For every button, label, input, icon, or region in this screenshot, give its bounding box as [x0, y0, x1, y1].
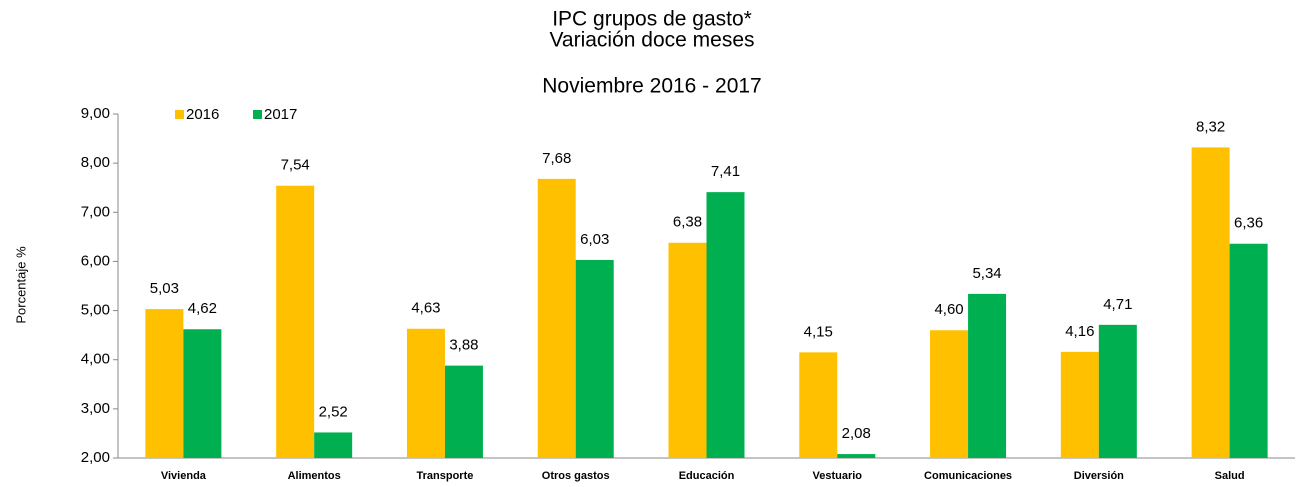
- chart-title: Noviembre 2016 - 2017: [542, 75, 761, 98]
- value-label: 4,63: [411, 300, 440, 317]
- value-label: 4,15: [804, 323, 833, 340]
- y-tick-label: 2,00: [81, 449, 110, 466]
- y-tick-label: 4,00: [81, 351, 110, 368]
- value-label: 4,62: [188, 300, 217, 317]
- bar: [314, 432, 353, 458]
- legend-label: 2016: [186, 106, 219, 123]
- bar: [183, 329, 222, 458]
- bar: [837, 454, 876, 458]
- value-label: 5,03: [150, 280, 179, 297]
- value-label: 2,08: [842, 425, 871, 442]
- bar: [930, 330, 969, 458]
- bar: [276, 185, 315, 458]
- bar: [706, 192, 745, 458]
- bar: [406, 328, 445, 458]
- value-label: 4,16: [1065, 323, 1094, 340]
- bar: [1229, 243, 1268, 458]
- value-label: 6,36: [1234, 215, 1263, 232]
- y-tick-label: 6,00: [81, 252, 110, 269]
- bar: [799, 352, 838, 458]
- x-tick-label: Vivienda: [161, 470, 207, 482]
- bar: [537, 178, 576, 458]
- value-label: 6,03: [580, 231, 609, 248]
- x-tick-label: Vestuario: [813, 470, 863, 482]
- value-label: 7,68: [542, 150, 571, 167]
- bar: [1060, 351, 1099, 458]
- x-tick-label: Salud: [1215, 470, 1245, 482]
- value-label: 7,54: [281, 157, 310, 174]
- value-label: 7,41: [711, 163, 740, 180]
- bar: [575, 259, 614, 458]
- bar: [444, 365, 483, 458]
- x-tick-label: Transporte: [417, 470, 474, 482]
- bar: [1191, 147, 1230, 458]
- value-label: 4,60: [934, 301, 963, 318]
- legend-label: 2017: [264, 106, 297, 123]
- x-tick-label: Diversión: [1074, 470, 1124, 482]
- x-tick-label: Educación: [679, 470, 735, 482]
- x-tick-label: Alimentos: [288, 470, 341, 482]
- x-tick-label: Comunicaciones: [924, 470, 1012, 482]
- bar: [968, 293, 1007, 458]
- value-label: 3,88: [449, 337, 478, 354]
- bar: [1098, 324, 1137, 458]
- chart-title: IPC grupos de gasto*: [552, 8, 752, 31]
- value-label: 4,71: [1103, 296, 1132, 313]
- value-label: 6,38: [673, 214, 702, 231]
- value-label: 2,52: [319, 403, 348, 420]
- legend-swatch: [175, 110, 184, 119]
- value-label: 8,32: [1196, 118, 1225, 135]
- y-tick-label: 8,00: [81, 154, 110, 171]
- y-tick-label: 3,00: [81, 400, 110, 417]
- legend-swatch: [253, 110, 262, 119]
- y-tick-label: 7,00: [81, 203, 110, 220]
- bar: [145, 309, 184, 458]
- y-tick-label: 5,00: [81, 302, 110, 319]
- value-label: 5,34: [972, 265, 1001, 282]
- x-tick-label: Otros gastos: [542, 470, 610, 482]
- y-tick-label: 9,00: [81, 105, 110, 122]
- y-axis-label: Porcentaje %: [13, 246, 28, 324]
- bar: [668, 242, 707, 458]
- chart-title: Variación doce meses: [549, 29, 754, 52]
